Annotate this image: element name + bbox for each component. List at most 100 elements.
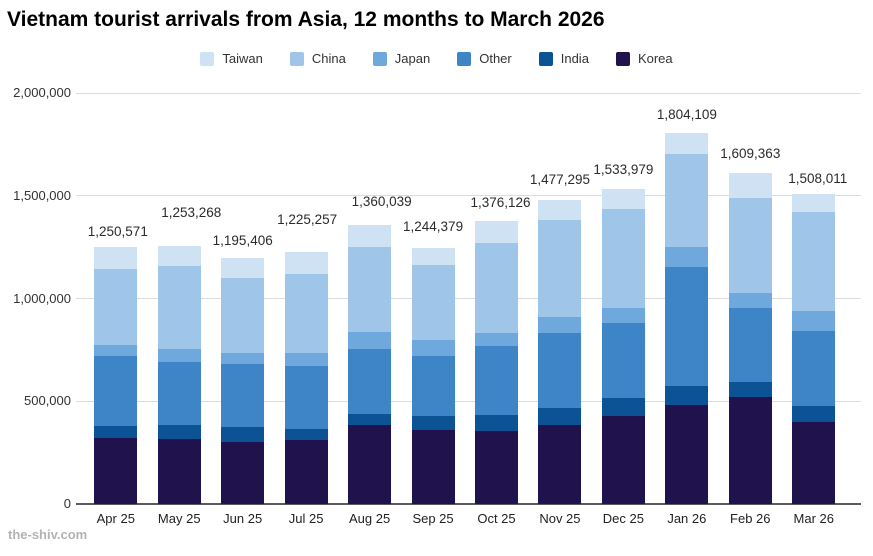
bar-segment-other-sep-25 [411,355,455,417]
chart-title: Vietnam tourist arrivals from Asia, 12 m… [7,8,605,31]
bar-segment-japan-jun-25 [221,353,265,365]
bar-segment-taiwan-mar-26 [792,194,836,212]
bar-segment-china-jun-25 [221,278,265,354]
bar-segment-china-may-25 [157,265,201,349]
bar-segment-taiwan-oct-25 [475,221,518,244]
legend-label-korea: Korea [637,51,673,66]
bar-total-label-oct-25: 1,376,126 [470,195,531,211]
bar-segment-other-apr-25 [94,356,138,426]
bar-segment-taiwan-jan-26 [665,133,709,155]
legend-swatch-india [538,51,553,66]
x-axis-label-jan-26: Jan 26 [667,511,707,526]
bar-segment-china-sep-25 [411,265,455,340]
bar-segment-korea-may-25 [157,439,201,504]
bar-segment-korea-apr-25 [94,438,138,504]
x-axis-label-oct-25: Oct 25 [477,511,516,526]
bar-total-label-sep-25: 1,244,379 [403,219,464,235]
x-axis-label-sep-25: Sep 25 [412,511,454,526]
x-axis-label-apr-25: Apr 25 [96,511,135,526]
bar-segment-korea-mar-26 [792,422,836,504]
bar-segment-taiwan-aug-25 [348,224,392,247]
legend-swatch-china [289,51,304,66]
bar-segment-india-jun-25 [221,427,265,443]
bar-segment-japan-jul-25 [284,352,328,366]
bar-segment-korea-feb-26 [728,396,772,504]
watermark: the-shiv.com [8,527,88,542]
bar-segment-taiwan-may-25 [157,246,201,266]
bar-segment-taiwan-apr-25 [94,247,138,269]
x-axis-label-may-25: May 25 [157,511,201,526]
bar-segment-korea-jan-26 [665,404,709,504]
bar-segment-china-dec-25 [601,208,645,308]
bar-total-label-apr-25: 1,250,571 [87,224,148,239]
x-axis-label-jun-25: Jun 25 [223,511,263,526]
bar-segment-other-jul-25 [284,365,328,429]
bar-total-label-jul-25: 1,225,257 [277,212,338,228]
bar-segment-india-may-25 [157,424,201,440]
bar-segment-india-jan-26 [665,386,709,405]
legend-item-other: Other [457,51,512,66]
x-axis-label-aug-25: Aug 25 [348,511,391,526]
bar-total-label-mar-26: 1,508,011 [788,171,848,187]
gridline-2000000 [76,92,861,94]
legend-item-korea: Korea [615,51,673,66]
bar-segment-japan-oct-25 [475,332,518,347]
y-axis-tick-label: 500,000 [24,393,71,409]
bar-segment-japan-apr-25 [94,344,138,357]
x-axis-label-dec-25: Dec 25 [602,511,644,526]
bar-segment-other-mar-26 [792,331,836,406]
y-axis-tick-label: 0 [63,496,71,511]
bar-total-label-may-25: 1,253,268 [161,205,222,221]
bar-segment-other-jun-25 [221,364,265,428]
legend-swatch-korea [615,51,630,66]
bar-segment-taiwan-jul-25 [284,252,328,275]
bar-segment-china-feb-26 [728,197,772,294]
bar-segment-india-feb-26 [728,381,772,397]
bar-segment-other-oct-25 [475,346,518,416]
bar-segment-japan-may-25 [157,348,201,363]
bar-segment-other-dec-25 [601,323,645,398]
bar-total-label-jan-26: 1,804,109 [656,107,717,123]
bar-segment-taiwan-feb-26 [728,173,772,198]
bar-segment-korea-oct-25 [475,431,518,504]
bar-segment-korea-dec-25 [601,416,645,504]
legend-item-taiwan: Taiwan [200,51,263,66]
bar-segment-taiwan-nov-25 [538,200,582,221]
y-axis-tick-label: 1,000,000 [13,290,71,306]
bar-segment-korea-jun-25 [221,442,265,504]
bar-segment-india-nov-25 [538,408,582,426]
x-axis-label-jul-25: Jul 25 [288,511,324,526]
bar-segment-korea-jul-25 [284,439,328,504]
legend-label-japan: Japan [394,51,431,66]
legend-label-india: India [560,51,589,66]
bar-segment-japan-sep-25 [411,339,455,356]
bar-segment-china-jan-26 [665,154,709,248]
bar-segment-other-jan-26 [665,266,709,387]
legend-swatch-japan [372,51,387,66]
x-axis-label-nov-25: Nov 25 [539,511,581,526]
bar-segment-china-mar-26 [792,211,836,312]
bar-segment-taiwan-sep-25 [411,248,455,266]
bar-segment-japan-jan-26 [665,247,709,267]
legend-swatch-other [457,51,472,66]
legend-label-china: China [311,51,346,66]
x-axis-line [76,503,861,505]
gridline-1500000 [76,195,861,197]
bar-segment-taiwan-jun-25 [221,258,265,279]
bar-segment-india-aug-25 [348,413,392,426]
gridline-500000 [76,400,861,402]
bar-segment-india-jul-25 [284,428,328,440]
bar-segment-other-feb-26 [728,308,772,382]
bar-segment-korea-sep-25 [411,429,455,504]
bar-segment-india-mar-26 [792,405,836,423]
bar-segment-china-nov-25 [538,220,582,318]
legend: Taiwan China Japan Other India Korea [0,51,873,66]
bar-total-label-feb-26: 1,609,363 [720,146,781,162]
y-axis-tick-label: 2,000,000 [13,85,71,100]
bar-segment-india-dec-25 [601,397,645,417]
bar-total-label-dec-25: 1,533,979 [593,161,654,177]
bar-segment-japan-aug-25 [348,331,392,349]
x-axis-label-feb-26: Feb 26 [730,511,771,526]
legend-label-other: Other [479,51,512,66]
